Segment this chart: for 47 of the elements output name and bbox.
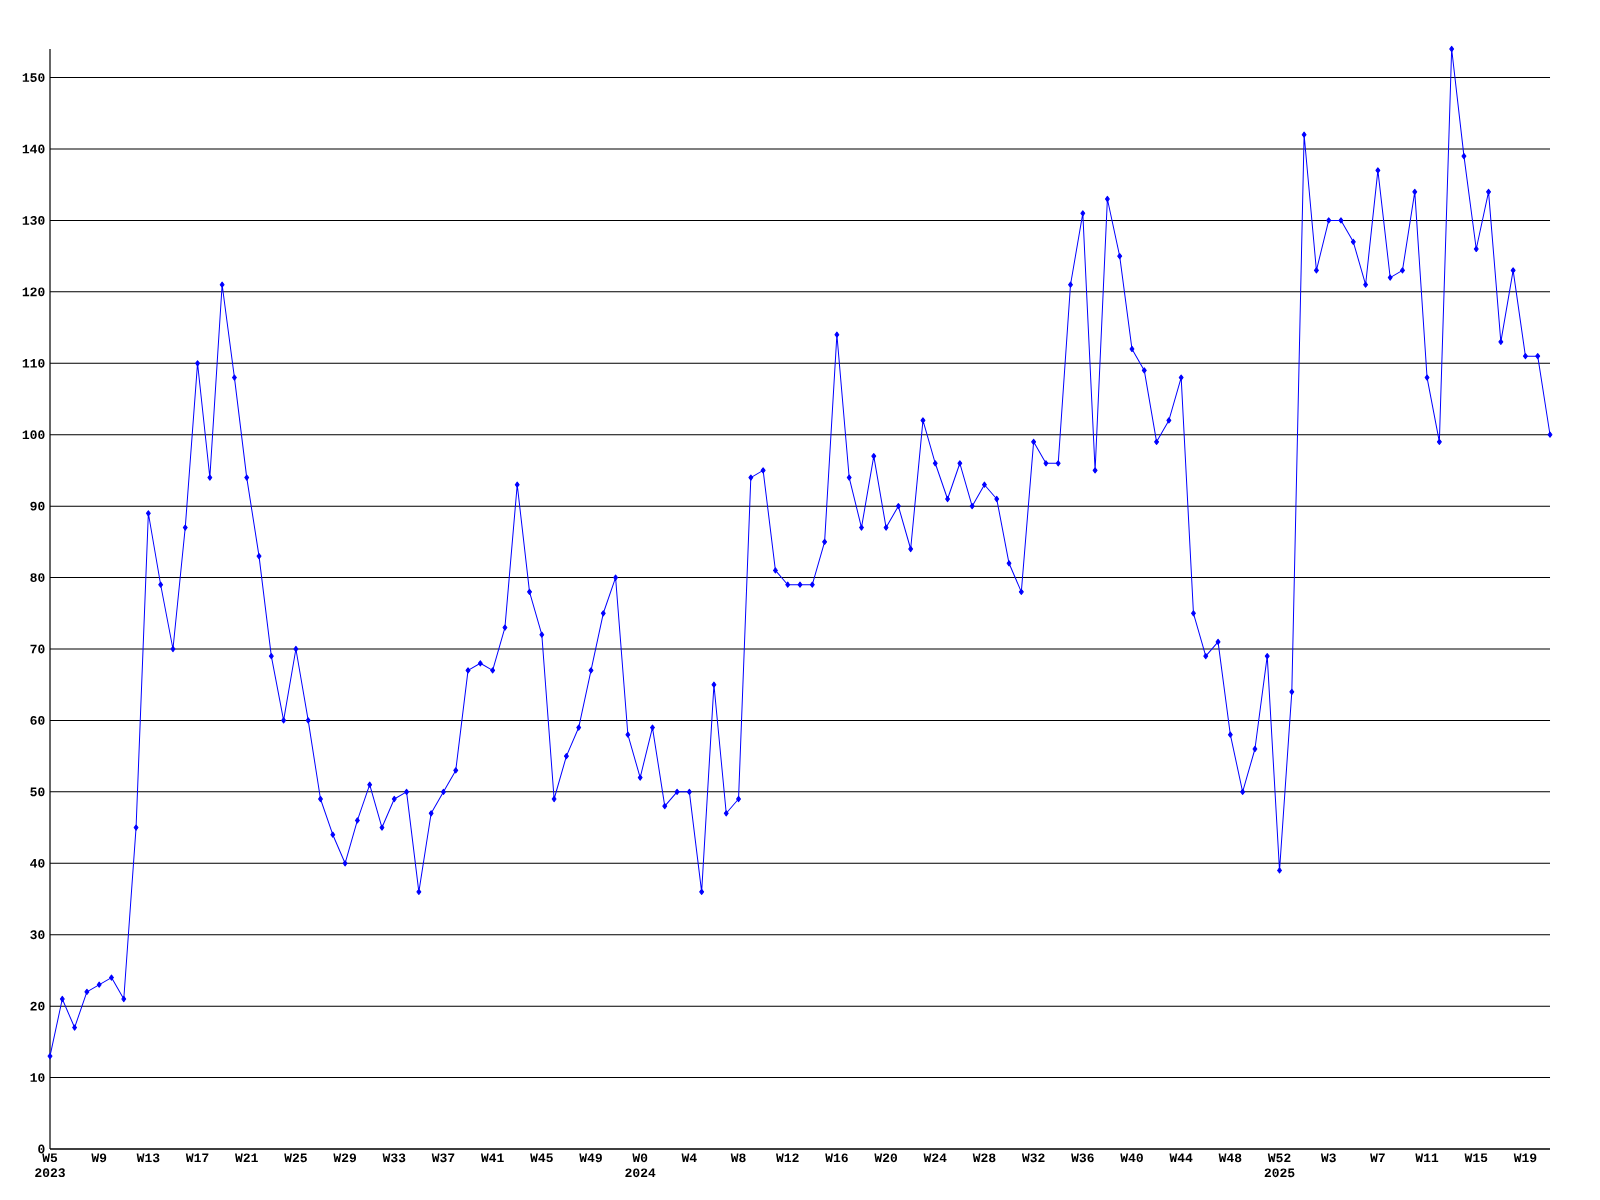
y-tick-label: 130 bbox=[22, 216, 45, 225]
x-tick-label: W5 2023 bbox=[35, 1153, 65, 1178]
x-tick-label: W19 bbox=[1513, 1153, 1537, 1163]
y-tick-label: 90 bbox=[30, 501, 45, 511]
x-tick-label: W7 bbox=[1370, 1153, 1385, 1162]
x-tick-label: W37 bbox=[431, 1153, 455, 1163]
y-tick-label: 80 bbox=[30, 573, 45, 582]
y-tick-label: 120 bbox=[22, 287, 45, 297]
x-tick-label: W25 bbox=[284, 1153, 307, 1163]
y-tick-label: 0 bbox=[38, 1144, 45, 1154]
y-tick-label: 70 bbox=[30, 644, 45, 654]
x-tick-label: W33 bbox=[382, 1153, 406, 1163]
x-tick-label: W44 bbox=[1169, 1153, 1193, 1162]
x-tick-label: W11 bbox=[1415, 1153, 1439, 1162]
x-tick-label: W9 bbox=[91, 1153, 107, 1163]
x-tick-label: W8 bbox=[730, 1153, 746, 1163]
x-tick-label: W45 bbox=[530, 1153, 553, 1163]
x-tick-label: W12 bbox=[776, 1153, 799, 1163]
y-tick-label: 140 bbox=[22, 144, 45, 154]
y-tick-label: 50 bbox=[30, 787, 45, 797]
x-tick-label: W28 bbox=[972, 1153, 996, 1163]
x-tick-label: W36 bbox=[1071, 1153, 1094, 1163]
x-tick-label: W41 bbox=[480, 1153, 504, 1162]
x-tick-label: W4 bbox=[681, 1153, 697, 1162]
x-tick-label: W15 bbox=[1464, 1153, 1488, 1163]
x-tick-label: W24 bbox=[923, 1153, 947, 1163]
y-tick-label: 60 bbox=[30, 716, 45, 725]
y-tick-label: 40 bbox=[30, 858, 45, 868]
x-tick-label: W16 bbox=[825, 1153, 848, 1163]
x-tick-label: W17 bbox=[185, 1153, 209, 1162]
x-tick-label: W20 bbox=[874, 1153, 898, 1163]
x-tick-label: W32 bbox=[1021, 1153, 1045, 1163]
x-tick-label: W52 2025 bbox=[1264, 1153, 1295, 1178]
y-tick-label: 30 bbox=[30, 930, 45, 940]
x-tick-label: W48 bbox=[1218, 1153, 1242, 1163]
x-tick-label: W40 bbox=[1120, 1153, 1143, 1163]
x-tick-label: W0 2024 bbox=[625, 1153, 656, 1178]
y-tick-label: 20 bbox=[30, 1001, 45, 1011]
x-tick-label: W3 bbox=[1320, 1153, 1336, 1163]
y-tick-label: 150 bbox=[22, 73, 45, 82]
x-tick-label: W29 bbox=[333, 1153, 357, 1163]
y-tick-label: 110 bbox=[22, 358, 45, 368]
x-tick-label: W13 bbox=[136, 1153, 160, 1163]
y-tick-label: 10 bbox=[30, 1073, 45, 1082]
x-tick-label: W49 bbox=[579, 1153, 602, 1163]
y-tick-label: 100 bbox=[22, 430, 45, 440]
x-tick-label: W21 bbox=[235, 1153, 258, 1163]
